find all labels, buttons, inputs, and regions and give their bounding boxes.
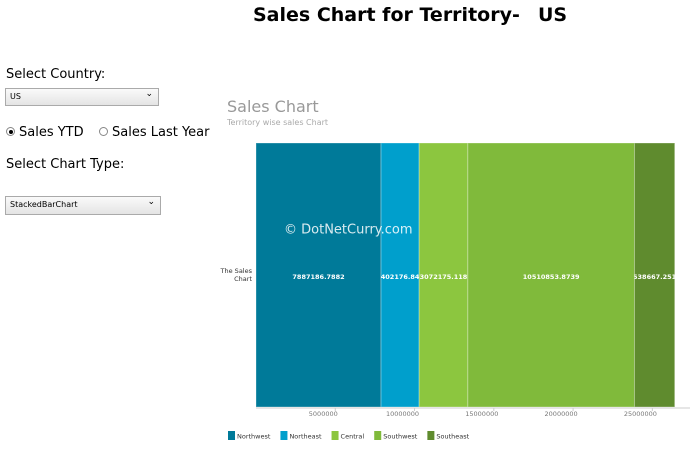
y-tick-label: The Sales Chart	[220, 267, 252, 283]
x-tick-label: 10000000	[386, 410, 419, 418]
data-label: 7887186.7882	[292, 273, 344, 281]
x-tick-label: 20000000	[545, 410, 578, 418]
data-label: 2538667.2519	[628, 273, 681, 281]
bar-segment	[467, 142, 635, 408]
radio-label: Sales Last Year	[112, 125, 210, 140]
bar-segment	[633, 142, 676, 408]
legend-label: Northwest	[237, 433, 271, 441]
data-label: 2402176.847	[376, 273, 424, 281]
legend-label: Southwest	[383, 433, 418, 441]
radio-button[interactable]	[99, 127, 108, 136]
legend-swatch	[331, 431, 339, 440]
radio-option[interactable]: Sales Last Year	[99, 125, 209, 140]
legend-label: Central	[341, 433, 365, 441]
x-tick-label: 5000000	[309, 410, 338, 418]
chart-title: Sales Chart	[227, 97, 319, 116]
chart-type-label: Select Chart Type:	[6, 157, 125, 172]
radio-button[interactable]	[6, 127, 15, 136]
chart-subtitle: Territory wise sales Chart	[227, 118, 329, 127]
legend-swatch	[280, 431, 288, 440]
country-value: US	[10, 92, 21, 101]
bar-segment	[255, 142, 382, 408]
x-tick-label: 25000000	[624, 410, 657, 418]
chart-type-value: StackedBarChart	[10, 200, 78, 209]
legend-label: Southeast	[436, 433, 469, 441]
watermark: © DotNetCurry.com	[284, 223, 413, 238]
x-tick-label: 15000000	[465, 410, 498, 418]
data-label: 3072175.118	[420, 273, 468, 281]
legend-swatch	[427, 431, 435, 440]
radio-option[interactable]: Sales YTD	[6, 125, 84, 140]
bar-segment	[380, 142, 420, 408]
chart-type-select[interactable]: StackedBarChart	[5, 196, 161, 215]
page-title: Sales Chart for Territory-	[253, 4, 520, 26]
territory: US	[538, 4, 568, 26]
radio-label: Sales YTD	[19, 125, 84, 140]
legend-swatch	[228, 431, 235, 440]
legend-label: Northeast	[289, 433, 322, 441]
legend-swatch	[374, 431, 382, 440]
bar-segment	[418, 142, 469, 408]
data-label: 10510853.8739	[523, 273, 580, 281]
country-label: Select Country:	[6, 67, 106, 82]
country-select[interactable]: US	[5, 88, 159, 106]
